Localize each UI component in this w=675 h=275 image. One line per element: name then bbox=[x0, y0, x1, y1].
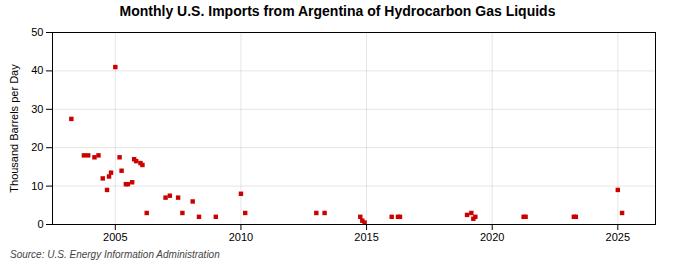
svg-text:0: 0 bbox=[37, 218, 43, 230]
svg-text:2010: 2010 bbox=[229, 231, 253, 243]
svg-text:20: 20 bbox=[31, 141, 43, 153]
svg-text:2015: 2015 bbox=[354, 231, 378, 243]
html-text:Monthly U.S. Imports from Arge: Monthly U.S. Imports from Argentina of H… bbox=[119, 3, 556, 19]
svg-text:2025: 2025 bbox=[606, 231, 630, 243]
svg-text:2005: 2005 bbox=[103, 231, 127, 243]
svg-text:50: 50 bbox=[31, 26, 43, 38]
svg-text:30: 30 bbox=[31, 103, 43, 115]
svg-text:10: 10 bbox=[31, 180, 43, 192]
svg-text:2020: 2020 bbox=[480, 231, 504, 243]
svg-text:40: 40 bbox=[31, 64, 43, 76]
svg-text:Thousand Barrels per Day: Thousand Barrels per Day bbox=[8, 64, 20, 193]
html-text:Source: U.S. Energy Informatio: Source: U.S. Energy Information Administ… bbox=[10, 249, 220, 260]
